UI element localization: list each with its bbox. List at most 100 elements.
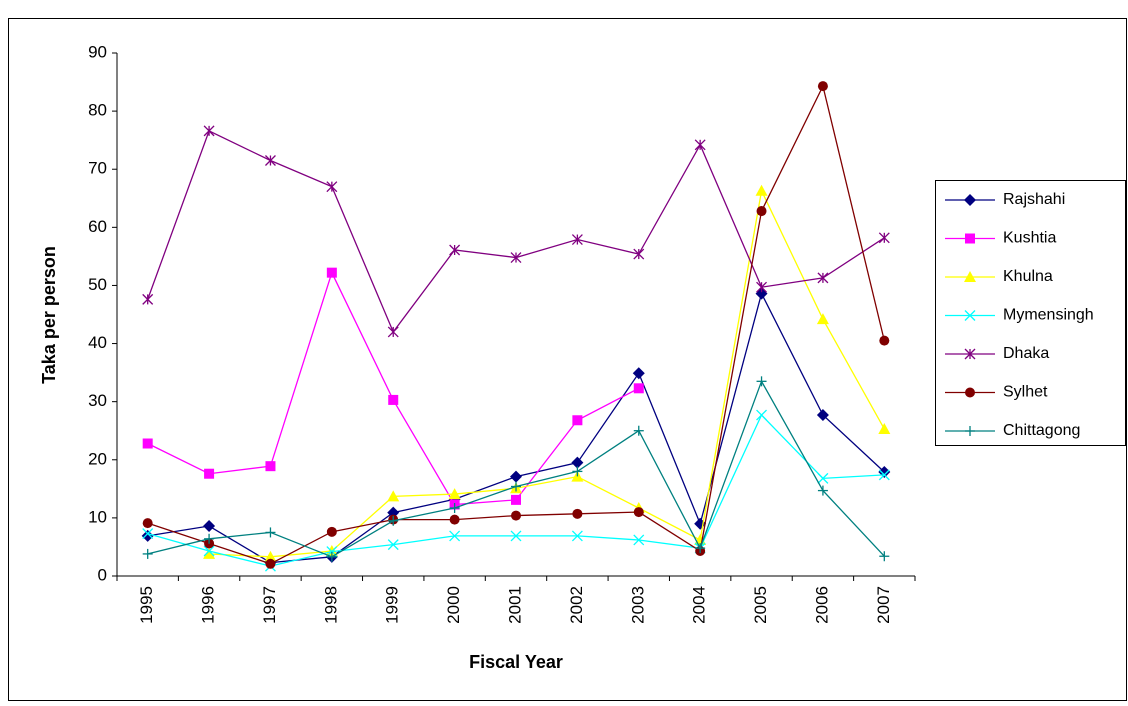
y-tick-label: 0 — [98, 565, 107, 584]
marker — [816, 409, 829, 422]
marker — [633, 534, 645, 546]
marker — [387, 490, 400, 502]
marker — [965, 387, 975, 398]
marker — [694, 139, 706, 151]
marker — [203, 125, 215, 137]
marker-shape — [633, 383, 644, 394]
marker — [326, 551, 337, 562]
marker-stroke — [571, 530, 583, 542]
marker — [387, 539, 399, 551]
y-tick-label: 10 — [88, 507, 107, 526]
marker — [142, 293, 154, 305]
marker — [387, 326, 399, 338]
marker — [265, 461, 276, 472]
marker-shape — [878, 422, 891, 434]
legend-label: Chittagong — [1003, 422, 1080, 439]
marker — [878, 422, 891, 434]
y-tick-label: 60 — [88, 217, 107, 236]
marker — [878, 232, 890, 244]
marker — [448, 488, 461, 500]
marker-shape — [387, 490, 400, 502]
marker — [817, 485, 828, 496]
marker — [203, 547, 216, 559]
x-tick-label: 1999 — [383, 586, 402, 624]
x-tick-label: 2000 — [444, 586, 463, 624]
marker-shape — [326, 267, 337, 278]
legend-label: Khulna — [1003, 268, 1053, 285]
marker — [965, 233, 975, 244]
marker-shape — [511, 510, 521, 521]
marker-shape — [755, 184, 768, 196]
x-tick-label: 1998 — [321, 586, 340, 624]
y-tick-label: 20 — [88, 449, 107, 468]
marker — [695, 543, 706, 554]
marker — [449, 244, 461, 256]
marker — [449, 514, 460, 525]
marker — [203, 545, 215, 557]
marker — [264, 550, 277, 562]
marker — [572, 466, 583, 477]
marker — [879, 551, 890, 562]
marker — [817, 272, 829, 284]
marker — [633, 248, 645, 260]
marker-shape — [142, 438, 153, 449]
marker-stroke — [817, 472, 829, 484]
x-tick-label: 1997 — [260, 586, 279, 624]
marker — [510, 530, 522, 542]
marker — [633, 425, 644, 436]
marker — [510, 470, 522, 483]
marker — [142, 528, 154, 540]
y-tick-label: 80 — [88, 101, 107, 120]
marker — [879, 335, 890, 346]
marker — [511, 494, 521, 505]
legend-label: Dhaka — [1003, 345, 1049, 362]
series-line — [209, 188, 885, 558]
marker-shape — [510, 470, 522, 483]
marker-shape — [572, 508, 583, 519]
marker — [878, 469, 890, 481]
marker — [756, 409, 767, 421]
marker-shape — [511, 494, 521, 505]
marker — [142, 518, 153, 529]
marker-shape — [265, 461, 276, 472]
marker-shape — [633, 507, 644, 518]
x-axis-title: Fiscal Year — [469, 652, 563, 672]
marker-stroke — [878, 469, 890, 481]
marker — [265, 527, 276, 538]
x-tick-label: 2004 — [690, 586, 709, 624]
marker — [326, 267, 337, 278]
marker-shape — [571, 456, 584, 469]
marker-shape — [879, 335, 890, 346]
marker-shape — [388, 394, 399, 405]
marker-stroke — [449, 530, 461, 542]
marker — [964, 310, 976, 321]
legend-label: Rajshahi — [1003, 191, 1065, 208]
marker — [142, 548, 153, 559]
y-tick-label: 70 — [88, 159, 107, 178]
marker-shape — [325, 545, 338, 557]
marker-shape — [572, 415, 583, 426]
legend-label: Mymensingh — [1003, 307, 1094, 324]
x-tick-label: 2006 — [812, 586, 831, 624]
marker-shape — [203, 547, 216, 559]
marker-shape — [141, 529, 154, 542]
x-tick-label: 2007 — [874, 586, 893, 624]
marker — [141, 529, 154, 542]
marker-stroke — [633, 534, 645, 546]
x-tick-label: 1995 — [137, 586, 156, 624]
marker — [204, 468, 215, 479]
marker — [756, 281, 767, 293]
marker — [572, 508, 583, 519]
marker — [510, 252, 522, 264]
marker — [633, 383, 644, 394]
marker — [326, 526, 337, 537]
marker-shape — [816, 313, 829, 325]
marker-shape — [204, 468, 215, 479]
marker — [633, 507, 644, 518]
marker-shape — [964, 271, 976, 282]
x-tick-label: 1996 — [199, 586, 218, 624]
x-tick-label: 2003 — [628, 586, 647, 624]
marker-shape — [265, 558, 276, 569]
y-axis-title: Taka per person — [39, 246, 59, 384]
